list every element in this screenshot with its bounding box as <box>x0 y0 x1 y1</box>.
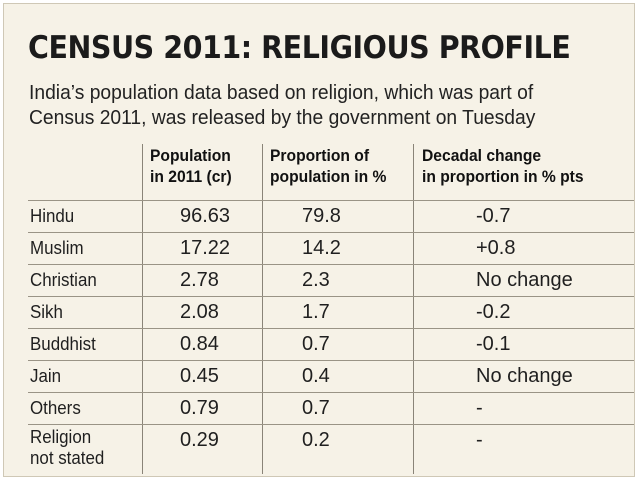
proportion-value: 0.7 <box>302 333 330 355</box>
row-label-line: Hindu <box>30 206 75 226</box>
decadal-change-value: -0.2 <box>476 301 511 323</box>
row-label: Muslim <box>30 234 84 262</box>
subtitle-line: Census 2011, was released by the governm… <box>29 106 536 129</box>
table-row: Hindu 96.63 79.8 -0.7 <box>28 200 634 232</box>
header-line: Population <box>150 146 231 165</box>
column-separator <box>262 144 263 474</box>
row-label: Others <box>30 394 81 422</box>
population-value: 17.22 <box>180 237 231 259</box>
proportion-value: 0.4 <box>302 365 330 387</box>
proportion-value: 0.2 <box>302 429 330 451</box>
column-header-decadal-change: Decadal change in proportion in % pts <box>422 145 584 187</box>
decadal-change-value: No change <box>476 365 573 387</box>
population-value: 0.79 <box>180 397 219 419</box>
table-row: Buddhist 0.84 0.7 -0.1 <box>28 328 634 360</box>
decadal-change-value: -0.1 <box>476 333 511 355</box>
row-label-line: Muslim <box>30 238 84 258</box>
proportion-value: 2.3 <box>302 269 330 291</box>
header-line: Proportion of <box>270 146 370 165</box>
population-value: 0.29 <box>180 429 219 451</box>
header-line: Decadal change <box>422 146 542 165</box>
row-label-line: Christian <box>30 270 97 290</box>
column-header-proportion: Proportion of population in % <box>270 145 386 187</box>
row-label: Christian <box>30 266 97 294</box>
row-label-line: not stated <box>30 448 105 468</box>
population-value: 2.08 <box>180 301 219 323</box>
column-header-population: Population in 2011 (cr) <box>150 145 232 187</box>
row-label-line: Buddhist <box>30 334 96 354</box>
header-line: in proportion in % pts <box>422 167 584 186</box>
column-separator <box>142 144 143 474</box>
row-label-line: Sikh <box>30 302 63 322</box>
proportion-value: 0.7 <box>302 397 330 419</box>
population-value: 2.78 <box>180 269 219 291</box>
row-label: Religion not stated <box>30 427 104 469</box>
row-label: Hindu <box>30 202 74 230</box>
table-row: Sikh 2.08 1.7 -0.2 <box>28 296 634 328</box>
row-label-line: Others <box>30 398 81 418</box>
table-row: Muslim 17.22 14.2 +0.8 <box>28 232 634 264</box>
infographic-card: CENSUS 2011: RELIGIOUS PROFILE India’s p… <box>3 3 635 477</box>
row-label-line: Religion <box>30 427 92 447</box>
proportion-value: 14.2 <box>302 237 341 259</box>
decadal-change-value: -0.7 <box>476 205 511 227</box>
row-label: Sikh <box>30 298 63 326</box>
population-value: 0.45 <box>180 365 219 387</box>
decadal-change-value: No change <box>476 269 573 291</box>
row-label-line: Jain <box>30 366 62 386</box>
population-value: 96.63 <box>180 205 231 227</box>
header-line: in 2011 (cr) <box>150 167 232 186</box>
header-line: population in % <box>270 167 387 186</box>
subtitle-line: India’s population data based on religio… <box>29 81 534 104</box>
row-label: Buddhist <box>30 330 96 358</box>
column-separator <box>413 144 414 474</box>
decadal-change-value: - <box>476 429 483 451</box>
decadal-change-value: - <box>476 397 483 419</box>
decadal-change-value: +0.8 <box>476 237 516 259</box>
row-label: Jain <box>30 362 61 390</box>
proportion-value: 1.7 <box>302 301 330 323</box>
table-row: Jain 0.45 0.4 No change <box>28 360 634 392</box>
population-value: 0.84 <box>180 333 219 355</box>
proportion-value: 79.8 <box>302 205 341 227</box>
table-row: Others 0.79 0.7 - <box>28 392 634 424</box>
table-row: Religion not stated 0.29 0.2 - <box>28 424 634 476</box>
chart-subtitle: India’s population data based on religio… <box>29 80 602 130</box>
chart-title: CENSUS 2011: RELIGIOUS PROFILE <box>28 30 571 66</box>
table-row: Christian 2.78 2.3 No change <box>28 264 634 296</box>
